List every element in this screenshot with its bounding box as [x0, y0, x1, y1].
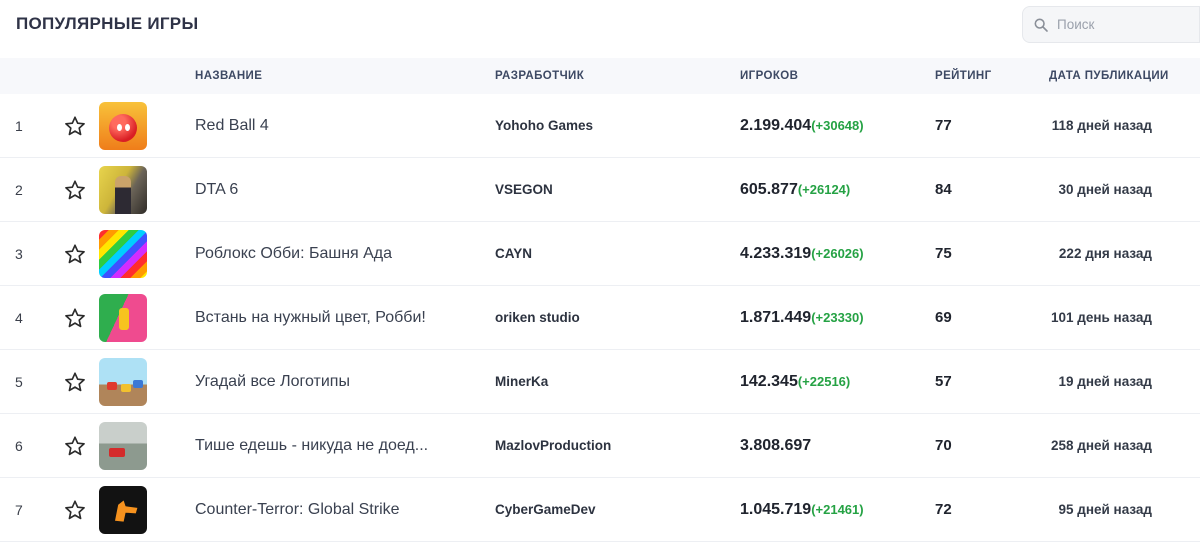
- players-count: 142.345(+22516): [740, 373, 935, 391]
- developer-name: CAYN: [495, 246, 533, 261]
- game-name[interactable]: DTA 6: [195, 180, 239, 198]
- star-icon: [65, 179, 85, 199]
- favorite-star-button[interactable]: [51, 115, 99, 137]
- search-input[interactable]: [1057, 17, 1189, 32]
- rating-value: 75: [935, 245, 952, 262]
- players-count: 2.199.404(+30648): [740, 117, 935, 135]
- rating-value: 57: [935, 373, 952, 390]
- developer-name: CyberGameDev: [495, 502, 596, 517]
- publish-date: 258 дней назад: [1051, 438, 1152, 453]
- game-name[interactable]: Тише едешь - никуда не доед...: [195, 436, 429, 454]
- players-number: 2.199.404: [740, 116, 812, 134]
- game-name[interactable]: Red Ball 4: [195, 116, 269, 134]
- rating-value: 84: [935, 181, 952, 198]
- table-row[interactable]: 2 DTA 6 VSEGON 605.877(+26124) 84 30 дне…: [0, 158, 1200, 222]
- players-count: 605.877(+26124): [740, 181, 935, 199]
- publish-date: 95 дней назад: [1058, 502, 1153, 517]
- favorite-star-button[interactable]: [51, 371, 99, 393]
- star-icon: [65, 243, 85, 263]
- robby-icon[interactable]: [99, 293, 147, 342]
- table-row[interactable]: 1 Red Ball 4 Yohoho Games 2.199.404(+306…: [0, 94, 1200, 158]
- game-name[interactable]: Counter-Terror: Global Strike: [195, 500, 400, 518]
- players-delta: (+22516): [797, 373, 851, 389]
- game-name[interactable]: Встань на нужный цвет, Робби!: [195, 308, 426, 326]
- search-icon: [1034, 18, 1048, 32]
- game-name[interactable]: Угадай все Логотипы: [195, 372, 350, 390]
- star-icon: [65, 115, 85, 135]
- table-header-row: НАЗВАНИЕ РАЗРАБОТЧИК ИГРОКОВ РЕЙТИНГ ДАТ…: [0, 58, 1200, 94]
- rank-number: 7: [15, 501, 23, 518]
- rank-number: 3: [15, 245, 23, 262]
- publish-date: 19 дней назад: [1058, 374, 1153, 389]
- players-number: 1.045.719: [740, 500, 812, 518]
- redball-icon[interactable]: [99, 101, 147, 150]
- favorite-star-button[interactable]: [51, 307, 99, 329]
- players-count: 1.045.719(+21461): [740, 501, 935, 519]
- favorite-star-button[interactable]: [51, 435, 99, 457]
- players-delta: (+21461): [811, 501, 864, 517]
- road-icon[interactable]: [99, 421, 147, 470]
- column-header-developer[interactable]: РАЗРАБОТЧИК: [495, 70, 585, 82]
- star-icon: [65, 371, 85, 391]
- players-number: 1.871.449: [740, 308, 812, 326]
- logos-icon[interactable]: [99, 357, 147, 406]
- games-table: 1 Red Ball 4 Yohoho Games 2.199.404(+306…: [0, 94, 1200, 542]
- developer-name: MinerKa: [495, 374, 549, 389]
- top-bar: ПОПУЛЯРНЫЕ ИГРЫ: [0, 0, 1200, 52]
- rank-number: 2: [15, 181, 23, 198]
- players-count: 3.808.697: [740, 437, 935, 455]
- column-header-players[interactable]: ИГРОКОВ: [740, 70, 799, 82]
- star-icon: [65, 435, 85, 455]
- column-header-rating[interactable]: РЕЙТИНГ: [935, 70, 992, 82]
- publish-date: 101 день назад: [1051, 310, 1152, 325]
- table-row[interactable]: 7 Counter-Terror: Global Strike CyberGam…: [0, 478, 1200, 542]
- rank-number: 6: [15, 437, 23, 454]
- rating-value: 69: [935, 309, 952, 326]
- players-delta: (+30648): [811, 117, 864, 133]
- players-count: 4.233.319(+26026): [740, 245, 935, 263]
- players-delta: (+26124): [797, 181, 851, 197]
- star-icon: [65, 307, 85, 327]
- players-number: 3.808.697: [740, 436, 812, 454]
- counter-icon[interactable]: [99, 485, 147, 534]
- players-delta: (+26026): [811, 245, 864, 261]
- rating-value: 72: [935, 501, 952, 518]
- game-name[interactable]: Роблокс Обби: Башня Ада: [195, 244, 393, 262]
- publish-date: 30 дней назад: [1058, 182, 1153, 197]
- column-header-date[interactable]: ДАТА ПУБЛИКАЦИИ: [1049, 70, 1169, 82]
- column-header-name[interactable]: НАЗВАНИЕ: [195, 70, 263, 82]
- favorite-star-button[interactable]: [51, 179, 99, 201]
- players-number: 142.345: [740, 372, 798, 390]
- players-count: 1.871.449(+23330): [740, 309, 935, 327]
- rank-number: 5: [15, 373, 23, 390]
- rank-number: 4: [15, 309, 23, 326]
- rating-value: 70: [935, 437, 952, 454]
- favorite-star-button[interactable]: [51, 243, 99, 265]
- players-number: 4.233.319: [740, 244, 812, 262]
- favorite-star-button[interactable]: [51, 499, 99, 521]
- developer-name: oriken studio: [495, 310, 580, 325]
- rank-number: 1: [15, 117, 23, 134]
- players-delta: (+23330): [811, 309, 864, 325]
- table-row[interactable]: 3 Роблокс Обби: Башня Ада CAYN 4.233.319…: [0, 222, 1200, 286]
- star-icon: [65, 499, 85, 519]
- table-row[interactable]: 4 Встань на нужный цвет, Робби! oriken s…: [0, 286, 1200, 350]
- search-box[interactable]: [1022, 6, 1200, 43]
- developer-name: Yohoho Games: [495, 118, 594, 133]
- page-title: ПОПУЛЯРНЫЕ ИГРЫ: [16, 14, 199, 33]
- table-row[interactable]: 6 Тише едешь - никуда не доед... MazlovP…: [0, 414, 1200, 478]
- players-number: 605.877: [740, 180, 798, 198]
- rating-value: 77: [935, 117, 952, 134]
- rainbow-obby-icon[interactable]: [99, 229, 147, 278]
- publish-date: 118 дней назад: [1051, 118, 1152, 133]
- dta-icon[interactable]: [99, 165, 147, 214]
- developer-name: VSEGON: [495, 182, 553, 197]
- developer-name: MazlovProduction: [495, 438, 612, 453]
- table-row[interactable]: 5 Угадай все Логотипы MinerKa 142.345(+2…: [0, 350, 1200, 414]
- publish-date: 222 дня назад: [1058, 246, 1152, 261]
